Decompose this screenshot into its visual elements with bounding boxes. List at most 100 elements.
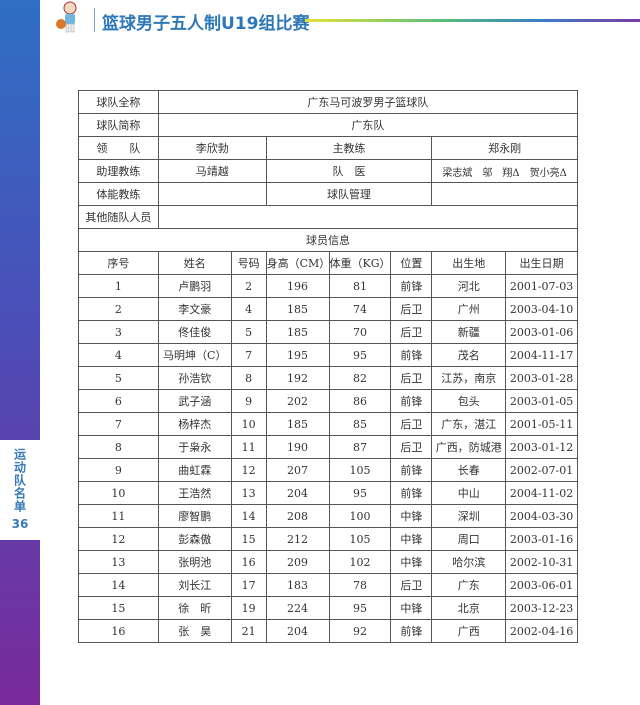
- table-cell: 李文豪: [157, 297, 232, 321]
- table-cell: 广州: [431, 297, 507, 321]
- table-cell: 8: [230, 366, 267, 390]
- table-cell: 11: [230, 435, 267, 459]
- players-header-row: 序号 姓名 号码 身高（CM） 体重（KG） 位置 出生地 出生日期: [78, 251, 578, 275]
- section-label: 运动队名单: [12, 448, 27, 513]
- table-cell: 70: [328, 320, 392, 344]
- table-cell: 5: [230, 320, 267, 344]
- column-header: 出生地: [431, 251, 507, 275]
- table-cell: 哈尔滨: [431, 550, 507, 574]
- table-cell: 2004-03-30: [505, 504, 578, 528]
- table-cell: 中山: [431, 481, 507, 505]
- column-header: 序号: [78, 251, 159, 275]
- table-cell: 4: [78, 343, 159, 367]
- row-full-name: 球队全称 广东马可波罗男子篮球队: [78, 90, 579, 114]
- table-cell: 105: [328, 458, 392, 482]
- page-title: 篮球男子五人制U19组比赛: [102, 14, 310, 34]
- table-cell: 14: [230, 504, 267, 528]
- table-cell: 16: [78, 619, 159, 643]
- table-cell: 2002-07-01: [505, 458, 578, 482]
- table-cell: 中锋: [390, 550, 433, 574]
- table-cell: 后卫: [390, 366, 433, 390]
- table-cell: 204: [265, 619, 330, 643]
- table-row: 9 曲虹霖 12 207 105 前锋 长春 2002-07-01: [78, 458, 578, 482]
- table-cell: 190: [265, 435, 330, 459]
- row-fitness: 体能教练 球队管理: [78, 182, 578, 206]
- table-cell: 深圳: [431, 504, 507, 528]
- table-cell: 82: [328, 366, 392, 390]
- table-cell: 7: [230, 343, 267, 367]
- table-cell: 10: [230, 412, 267, 436]
- table-cell: 新疆: [431, 320, 507, 344]
- page-number: 36: [11, 517, 29, 531]
- table-cell: 81: [328, 274, 392, 298]
- table-cell: 11: [78, 504, 159, 528]
- column-header: 姓名: [157, 251, 232, 275]
- table-cell: 2002-04-16: [505, 619, 578, 643]
- table-cell: 中锋: [390, 527, 433, 551]
- table-cell: 202: [265, 389, 330, 413]
- table-row: 14 刘长江 17 183 78 后卫 广东 2003-06-01: [78, 573, 578, 597]
- row-others: 其他随队人员: [78, 205, 579, 229]
- table-cell: 广东，湛江: [431, 412, 507, 436]
- table-cell: 2: [230, 274, 267, 298]
- row-players-title: 球员信息: [78, 228, 578, 252]
- table-cell: 102: [328, 550, 392, 574]
- table-row: 1 卢鹏羽 2 196 81 前锋 河北 2001-07-03: [78, 274, 578, 298]
- table-cell: 后卫: [390, 435, 433, 459]
- table-cell: 86: [328, 389, 392, 413]
- table-row: 7 杨梓杰 10 185 85 后卫 广东，湛江 2001-05-11: [78, 412, 578, 436]
- table-row: 12 彭森傲 15 212 105 中锋 周口 2003-01-16: [78, 527, 578, 551]
- full-name-value: 广东马可波罗男子篮球队: [157, 90, 579, 114]
- table-cell: 杨梓杰: [157, 412, 232, 436]
- table-cell: 王浩然: [157, 481, 232, 505]
- column-header: 身高（CM）: [265, 251, 330, 275]
- table-cell: 14: [78, 573, 159, 597]
- table-cell: 105: [328, 527, 392, 551]
- table-cell: 武子涵: [157, 389, 232, 413]
- table-cell: 2003-06-01: [505, 573, 578, 597]
- table-cell: 13: [78, 550, 159, 574]
- short-name-value: 广东队: [157, 113, 579, 137]
- table-cell: 广西，防城港: [431, 435, 507, 459]
- table-cell: 3: [78, 320, 159, 344]
- table-cell: 彭森傲: [157, 527, 232, 551]
- table-cell: 87: [328, 435, 392, 459]
- table-cell: 后卫: [390, 412, 433, 436]
- table-row: 3 佟佳俊 5 185 70 后卫 新疆 2003-01-06: [78, 320, 578, 344]
- column-header: 体重（KG）: [328, 251, 392, 275]
- table-cell: 徐 昕: [157, 596, 232, 620]
- table-cell: 河北: [431, 274, 507, 298]
- table-cell: 2003-01-16: [505, 527, 578, 551]
- table-cell: 广东: [431, 573, 507, 597]
- table-row: 10 王浩然 13 204 95 前锋 中山 2004-11-02: [78, 481, 578, 505]
- table-cell: 长春: [431, 458, 507, 482]
- table-cell: 100: [328, 504, 392, 528]
- table-cell: 2003-01-05: [505, 389, 578, 413]
- table-cell: 16: [230, 550, 267, 574]
- table-cell: 2003-12-23: [505, 596, 578, 620]
- table-cell: 2003-01-12: [505, 435, 578, 459]
- table-cell: 江苏，南京: [431, 366, 507, 390]
- table-cell: 192: [265, 366, 330, 390]
- header-divider: [94, 8, 95, 32]
- table-cell: 2002-10-31: [505, 550, 578, 574]
- table-cell: 马明坤（C）: [157, 343, 232, 367]
- table-row: 5 孙浩钦 8 192 82 后卫 江苏，南京 2003-01-28: [78, 366, 578, 390]
- table-cell: 于枭永: [157, 435, 232, 459]
- table-row: 15 徐 昕 19 224 95 中锋 北京 2003-12-23: [78, 596, 578, 620]
- table-cell: 95: [328, 596, 392, 620]
- table-cell: 2: [78, 297, 159, 321]
- sidebar-band: 运动队名单 36: [0, 0, 40, 705]
- table-cell: 95: [328, 343, 392, 367]
- table-cell: 后卫: [390, 573, 433, 597]
- table-cell: 前锋: [390, 343, 433, 367]
- table-cell: 13: [230, 481, 267, 505]
- table-cell: 前锋: [390, 458, 433, 482]
- table-cell: 1: [78, 274, 159, 298]
- basketball-mascot-icon: [56, 1, 77, 33]
- table-cell: 张明池: [157, 550, 232, 574]
- table-cell: 212: [265, 527, 330, 551]
- table-cell: 19: [230, 596, 267, 620]
- table-cell: 茂名: [431, 343, 507, 367]
- table-cell: 85: [328, 412, 392, 436]
